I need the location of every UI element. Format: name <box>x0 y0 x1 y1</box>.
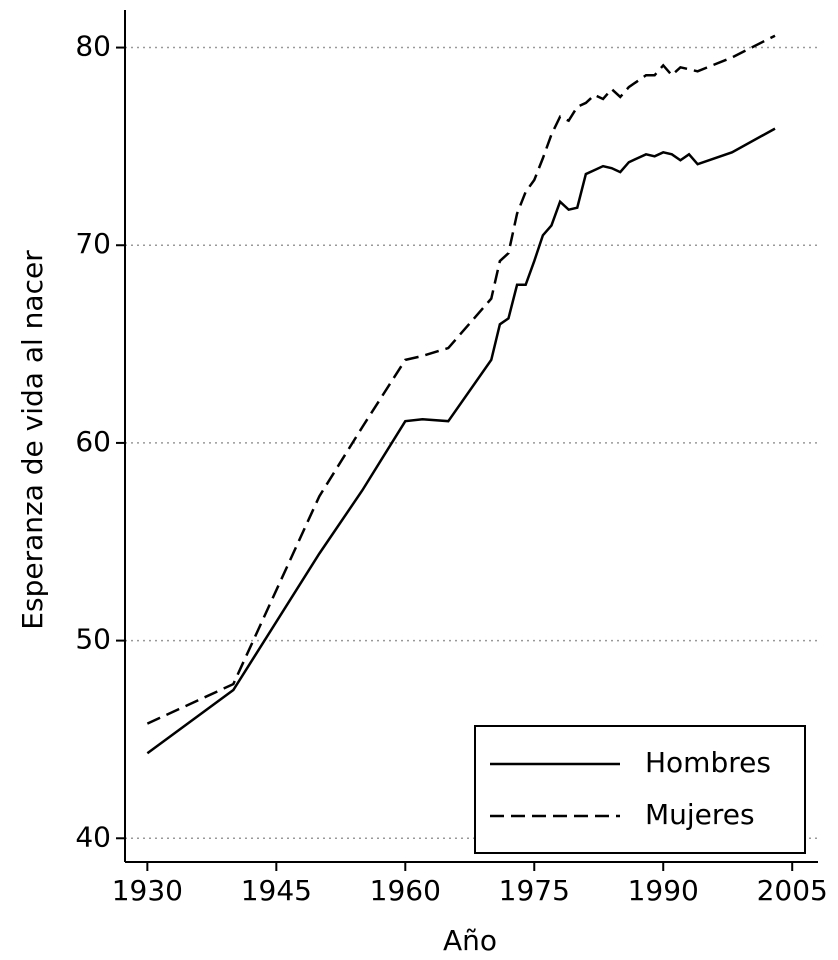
line-series <box>146 127 776 755</box>
y-axis-label: Esperanza de vida al nacer <box>16 250 49 630</box>
y-tick-label: 70 <box>75 227 111 260</box>
x-tick-label: 1930 <box>112 874 183 907</box>
legend-label: Hombres <box>645 746 771 779</box>
x-tick-label: 1990 <box>628 874 699 907</box>
y-tick-label: 50 <box>75 623 111 656</box>
y-tick-label: 80 <box>75 30 111 63</box>
x-tick-label: 1945 <box>241 874 312 907</box>
y-tick-label: 40 <box>75 820 111 853</box>
legend-label: Mujeres <box>645 798 755 831</box>
legend-box <box>474 725 806 854</box>
x-tick-label: 1975 <box>499 874 570 907</box>
y-tick-label: 60 <box>75 425 111 458</box>
line-series <box>146 34 776 725</box>
x-tick-label: 1960 <box>370 874 441 907</box>
x-axis-label: Año <box>443 924 497 957</box>
x-tick-label: 2005 <box>757 874 828 907</box>
